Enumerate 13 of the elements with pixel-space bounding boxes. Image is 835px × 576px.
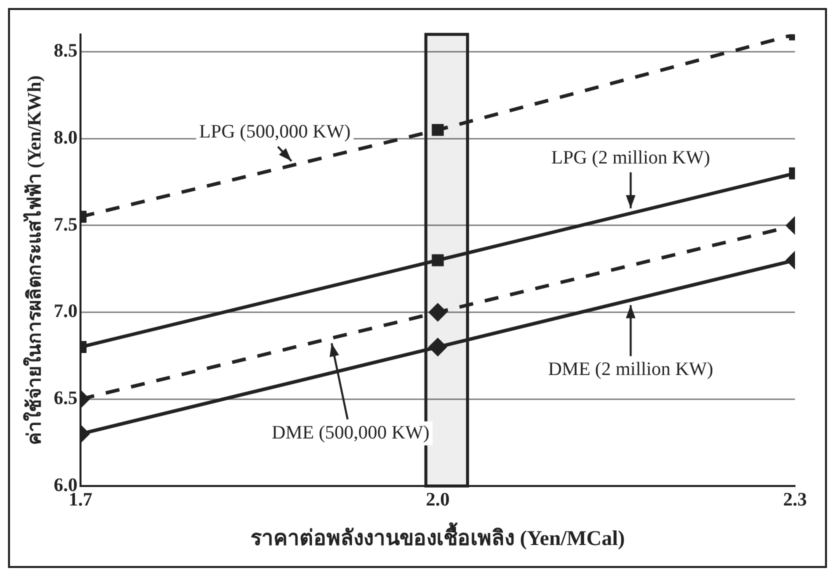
y-axis-title: ค่าใช้จ่ายในการผลิตกระแสไฟฟ้า (Yen/KWh) [22,75,46,446]
series-label: LPG (2 million KW) [551,147,710,168]
y-tick-label: 8.5 [54,40,78,62]
x-tick-label: 2.0 [426,489,450,510]
x-axis-title: ราคาต่อพลังงานของเชื้อเพลิง (Yen/MCal) [250,522,625,550]
series-label: LPG (500,000 KW) [199,122,351,143]
y-tick-label: 7.0 [54,301,78,322]
y-tick-label: 7.5 [54,214,78,236]
series-label: DME (2 million KW) [548,359,714,380]
x-tick-label: 2.3 [783,489,807,510]
y-tick-label: 6.5 [54,388,78,410]
text: DME (500,000 KW) [272,422,430,444]
y-tick-label: 8.0 [54,128,78,149]
